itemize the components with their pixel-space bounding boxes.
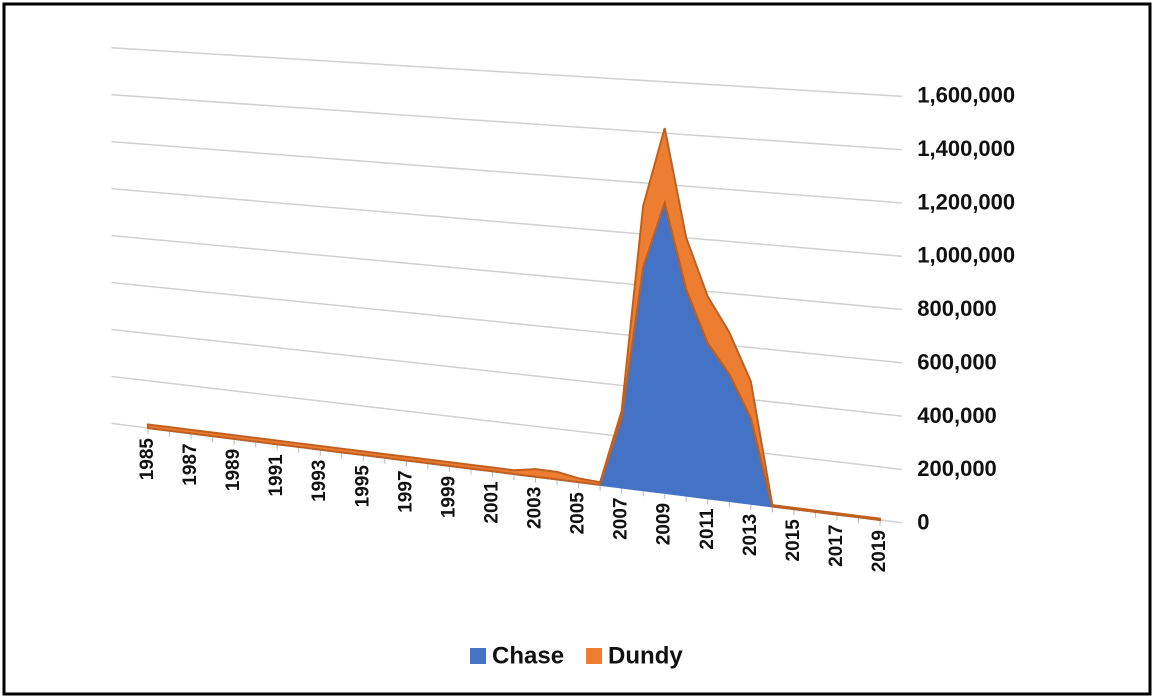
y-tick-label: 0 [917,509,929,534]
legend-swatch [470,648,486,664]
grid-line [111,234,903,311]
x-tick-label: 1989 [223,449,244,491]
y-tick-label: 400,000 [917,403,997,428]
x-tick-label: 1997 [395,470,416,512]
grid-line [111,140,903,204]
grid-line [111,187,903,258]
area [147,127,881,522]
grid-line [111,281,903,364]
x-tick-label: 1993 [309,460,330,502]
x-tick-label: 2019 [869,530,890,572]
y-tick-label: 1,200,000 [917,189,1015,214]
x-tick-label: 1999 [438,476,459,518]
x-tick-label: 2009 [654,503,675,545]
legend-label: Chase [492,642,564,669]
grid-line [111,328,903,417]
y-tick-label: 1,000,000 [917,243,1015,268]
x-tick-label: 2017 [826,525,847,567]
y-tick-label: 200,000 [917,456,997,481]
x-tick-label: 1995 [352,465,373,508]
x-tick-label: 2013 [740,514,761,556]
y-tick-label: 600,000 [917,349,997,374]
x-tick-label: 2015 [783,519,804,562]
y-tick-label: 1,600,000 [917,83,1015,108]
x-tick-label: 1985 [137,438,158,481]
x-tick-label: 2011 [697,508,718,550]
x-tick-label: 2005 [568,492,589,535]
x-tick-label: 2007 [611,498,632,540]
x-tick-label: 1991 [266,454,287,497]
y-tick-label: 1,400,000 [917,136,1015,161]
legend-swatch [586,648,603,664]
legend-label: Dundy [608,642,683,669]
grid-line [111,93,903,151]
y-tick-label: 800,000 [917,296,997,321]
x-tick-label: 1987 [180,443,201,485]
grid-line [111,47,903,98]
x-tick-label: 2003 [525,487,546,529]
grid-line [111,375,903,471]
x-tick-label: 2001 [481,481,502,524]
